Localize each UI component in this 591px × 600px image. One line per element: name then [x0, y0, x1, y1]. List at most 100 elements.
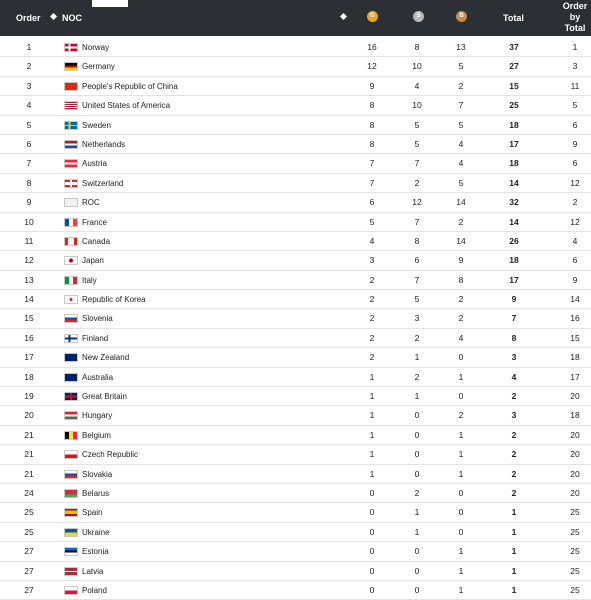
- silver-count-cell: 12: [412, 197, 422, 208]
- table-row[interactable]: 25 Spain 0 1 0 1 25: [0, 503, 591, 523]
- country-name-link[interactable]: New Zealand: [82, 353, 130, 363]
- table-row[interactable]: 12 Japan 3 6 9 18 6: [0, 251, 591, 271]
- table-row[interactable]: 3 People's Republic of China 9 4 2 15 11: [0, 77, 591, 97]
- country-name-link[interactable]: Netherlands: [82, 139, 126, 149]
- table-row[interactable]: 19 Great Britain 1 1 0 2 20: [0, 387, 591, 407]
- column-header-order[interactable]: Order: [16, 13, 41, 23]
- bronze-count-cell: 9: [458, 255, 464, 266]
- gold-count-cell: 6: [369, 197, 375, 208]
- country-name-link[interactable]: Sweden: [82, 120, 111, 130]
- order-by-total-cell: 9: [572, 274, 578, 285]
- table-row[interactable]: 9 ROC 6 12 14 32 2: [0, 193, 591, 213]
- table-row[interactable]: 27 Poland 0 0 1 1 25: [0, 581, 591, 600]
- table-row[interactable]: 21 Slovakia 1 0 1 2 20: [0, 465, 591, 484]
- country-name-link[interactable]: People's Republic of China: [82, 81, 178, 91]
- silver-medal-icon[interactable]: S: [413, 11, 424, 22]
- bronze-count-cell: 1: [458, 468, 464, 479]
- country-name-link[interactable]: Austria: [82, 159, 107, 169]
- table-row[interactable]: 21 Belgium 1 0 1 2 20: [0, 426, 591, 446]
- gold-count-cell: 4: [369, 235, 375, 246]
- country-name-link[interactable]: Spain: [82, 508, 103, 518]
- country-name-link[interactable]: Estonia: [82, 547, 109, 557]
- table-row[interactable]: 24 Belarus 0 2 0 2 20: [0, 484, 591, 504]
- country-name-link[interactable]: Hungary: [82, 411, 113, 421]
- country-name-link[interactable]: Japan: [82, 256, 104, 266]
- table-row[interactable]: 20 Hungary 1 0 2 3 18: [0, 406, 591, 426]
- column-header-order-by-total[interactable]: Order by Total: [562, 1, 588, 33]
- table-row[interactable]: 6 Netherlands 8 5 4 17 9: [0, 135, 591, 155]
- country-name-link[interactable]: Latvia: [82, 566, 104, 576]
- table-row[interactable]: 14 Republic of Korea 2 5 2 9 14: [0, 290, 591, 310]
- country-name-link[interactable]: Canada: [82, 236, 111, 246]
- table-row[interactable]: 7 Austria 7 7 4 18 6: [0, 154, 591, 174]
- table-header: Order NOC G S B Total Order by Total: [0, 0, 591, 36]
- sort-diamond-icon[interactable]: [49, 12, 58, 21]
- country-name-link[interactable]: Switzerland: [82, 178, 124, 188]
- silver-count-cell: 2: [414, 371, 420, 382]
- table-row[interactable]: 18 Australia 1 2 1 4 17: [0, 368, 591, 388]
- table-row[interactable]: 27 Estonia 0 0 1 1 25: [0, 542, 591, 562]
- flag-france-icon: [64, 217, 78, 227]
- bronze-count-cell: 2: [458, 294, 464, 305]
- silver-count-cell: 5: [414, 119, 420, 130]
- bronze-count-cell: 4: [458, 332, 464, 343]
- order-by-total-cell: 20: [570, 468, 580, 479]
- order-by-total-cell: 11: [570, 80, 580, 91]
- country-name-link[interactable]: ROC: [82, 198, 100, 208]
- table-row[interactable]: 2 Germany 12 10 5 27 3: [0, 57, 591, 77]
- country-name-link[interactable]: Republic of Korea: [82, 295, 146, 305]
- silver-count-cell: 10: [412, 61, 422, 72]
- gold-medal-icon[interactable]: G: [367, 11, 378, 22]
- gold-count-cell: 1: [369, 429, 375, 440]
- country-name-link[interactable]: Belarus: [82, 488, 110, 498]
- country-name-link[interactable]: Czech Republic: [82, 450, 139, 460]
- country-name-link[interactable]: Slovakia: [82, 469, 113, 479]
- table-row[interactable]: 4 United States of America 8 10 7 25 5: [0, 96, 591, 116]
- country-name-link[interactable]: Poland: [82, 585, 107, 595]
- country-name-link[interactable]: United States of America: [82, 101, 171, 111]
- country-name-link[interactable]: France: [82, 217, 107, 227]
- flag-belarus-icon: [64, 488, 78, 498]
- table-row[interactable]: 17 New Zealand 2 1 0 3 18: [0, 348, 591, 368]
- rank-cell: 20: [24, 410, 34, 421]
- column-header-noc[interactable]: NOC: [62, 13, 82, 23]
- table-row[interactable]: 8 Switzerland 7 2 5 14 12: [0, 174, 591, 194]
- table-row[interactable]: 25 Ukraine 0 1 0 1 25: [0, 523, 591, 543]
- table-row[interactable]: 11 Canada 4 8 14 26 4: [0, 232, 591, 252]
- flag-china-icon: [64, 81, 78, 91]
- rank-cell: 13: [24, 274, 34, 285]
- sort-diamond-icon[interactable]: [339, 12, 348, 21]
- table-row[interactable]: 15 Slovenia 2 3 2 7 16: [0, 309, 591, 329]
- order-by-total-cell: 25: [570, 507, 580, 518]
- bronze-medal-icon[interactable]: B: [456, 11, 467, 22]
- table-row[interactable]: 10 France 5 7 2 14 12: [0, 213, 591, 232]
- table-row[interactable]: 1 Norway 16 8 13 37 1: [0, 38, 591, 58]
- rank-cell: 6: [26, 138, 32, 149]
- table-row[interactable]: 5 Sweden 8 5 5 18 6: [0, 116, 591, 135]
- silver-count-cell: 0: [414, 468, 420, 479]
- country-name-link[interactable]: Finland: [82, 333, 109, 343]
- table-row[interactable]: 16 Finland 2 2 4 8 15: [0, 329, 591, 349]
- active-tab-indicator: [92, 0, 128, 7]
- country-name-link[interactable]: Germany: [82, 62, 115, 72]
- table-row[interactable]: 21 Czech Republic 1 0 1 2 20: [0, 445, 591, 465]
- order-by-total-cell: 12: [570, 177, 580, 188]
- total-count-cell: 32: [509, 197, 519, 208]
- column-header-total[interactable]: Total: [503, 13, 524, 23]
- total-count-cell: 14: [509, 216, 519, 227]
- gold-count-cell: 0: [369, 507, 375, 518]
- country-name-link[interactable]: Australia: [82, 372, 114, 382]
- table-row[interactable]: 27 Latvia 0 0 1 1 25: [0, 562, 591, 581]
- country-name-link[interactable]: Slovenia: [82, 314, 113, 324]
- country-name-link[interactable]: Norway: [82, 43, 110, 52]
- country-name-link[interactable]: Ukraine: [82, 527, 110, 537]
- gold-count-cell: 7: [369, 177, 375, 188]
- flag-korea-icon: [64, 295, 78, 305]
- country-name-link[interactable]: Italy: [82, 275, 97, 285]
- country-name-link[interactable]: Great Britain: [82, 392, 127, 402]
- country-name-link[interactable]: Belgium: [82, 430, 111, 440]
- gold-count-cell: 1: [369, 391, 375, 402]
- table-row[interactable]: 13 Italy 2 7 8 17 9: [0, 271, 591, 291]
- rank-cell: 21: [24, 449, 34, 460]
- bronze-count-cell: 1: [458, 429, 464, 440]
